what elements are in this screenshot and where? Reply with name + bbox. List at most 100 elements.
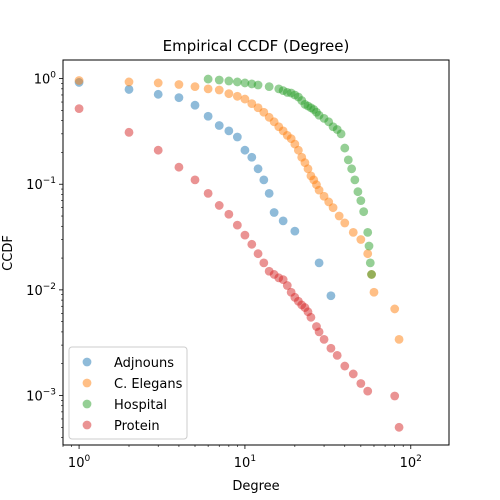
legend-label: Protein [114,419,160,434]
data-point [203,188,213,198]
data-point [356,379,366,388]
data-point [74,104,84,114]
data-point [394,334,404,344]
data-point [174,162,184,172]
data-point [232,220,242,230]
data-point [326,343,336,353]
data-point [232,132,242,142]
data-point [240,230,250,240]
data-point [290,226,300,236]
data-point [253,164,263,174]
data-point [232,77,242,87]
data-point [314,185,324,195]
data-point [190,100,200,110]
data-point [367,270,376,279]
legend-label: Hospital [114,398,167,413]
data-point [319,334,329,344]
data-point [214,75,224,85]
data-point [390,391,400,401]
data-point [224,126,234,136]
legend-marker [82,357,92,367]
data-point [224,76,234,86]
data-point [350,175,360,185]
data-point [390,304,400,314]
data-point [264,188,274,198]
legend-label: Adjnouns [114,356,174,371]
plot-area: 100 101 102 10−3 10−2 10−1 100 [26,59,450,471]
data-point [174,80,184,89]
data-point [334,211,344,221]
data-point [247,152,257,162]
data-point [328,203,338,213]
data-point [224,89,234,99]
data-point [314,327,324,337]
data-point [364,241,374,251]
y-tick-label: 10−1 [26,176,56,193]
data-point [203,84,213,94]
data-point [247,239,257,249]
data-point [74,76,84,85]
x-axis-ticks: 100 101 102 [62,445,422,471]
data-point [356,235,366,244]
data-point [240,78,250,88]
series-0-points [74,78,336,301]
data-point [124,77,134,87]
data-point [124,127,134,137]
legend: Adjnouns C. Elegans Hospital Protein [68,346,188,440]
data-point [278,216,288,226]
data-point [240,145,250,155]
data-point [306,312,316,322]
data-point [303,164,313,174]
data-point [353,187,363,197]
data-point [356,196,366,205]
data-point [336,129,346,139]
data-point [240,94,250,104]
legend-marker [82,378,92,388]
series-1-points [74,76,404,344]
data-point [347,164,357,174]
legend-frame [68,346,188,440]
legend-marker [82,399,92,409]
data-point [190,175,200,185]
data-point [214,201,224,210]
data-point [124,85,134,94]
x-axis-label: Degree [232,479,279,494]
data-point [343,155,353,165]
data-point [190,82,200,92]
x-tick-label: 101 [234,454,256,471]
data-point [174,93,184,103]
x-tick-label: 100 [68,454,91,471]
y-tick-label: 100 [34,71,57,88]
data-point [224,209,234,219]
y-axis-label: CCDF [1,235,16,271]
x-tick-label: 102 [400,454,422,471]
data-point [348,369,358,379]
data-point [153,89,163,99]
data-point [340,143,350,153]
data-point [232,91,242,101]
data-point [348,227,358,237]
series-3-points [74,104,404,432]
data-point [340,361,350,371]
series-2-points [203,74,376,279]
data-point [214,121,224,130]
data-point [363,386,373,396]
data-point [369,287,379,297]
data-point [332,350,342,360]
data-point [153,145,163,155]
data-point [203,111,213,121]
data-point [363,227,373,237]
data-point [340,218,350,228]
data-point [259,258,269,268]
data-point [214,85,224,95]
plot-frame [62,59,450,446]
data-point [259,175,269,185]
data-point [363,249,373,259]
data-point [253,249,263,259]
data-point [326,291,336,301]
data-point [394,422,404,432]
data-point [253,80,263,90]
y-axis-ticks: 10−3 10−2 10−1 100 [26,71,63,438]
y-tick-label: 10−2 [26,282,56,299]
